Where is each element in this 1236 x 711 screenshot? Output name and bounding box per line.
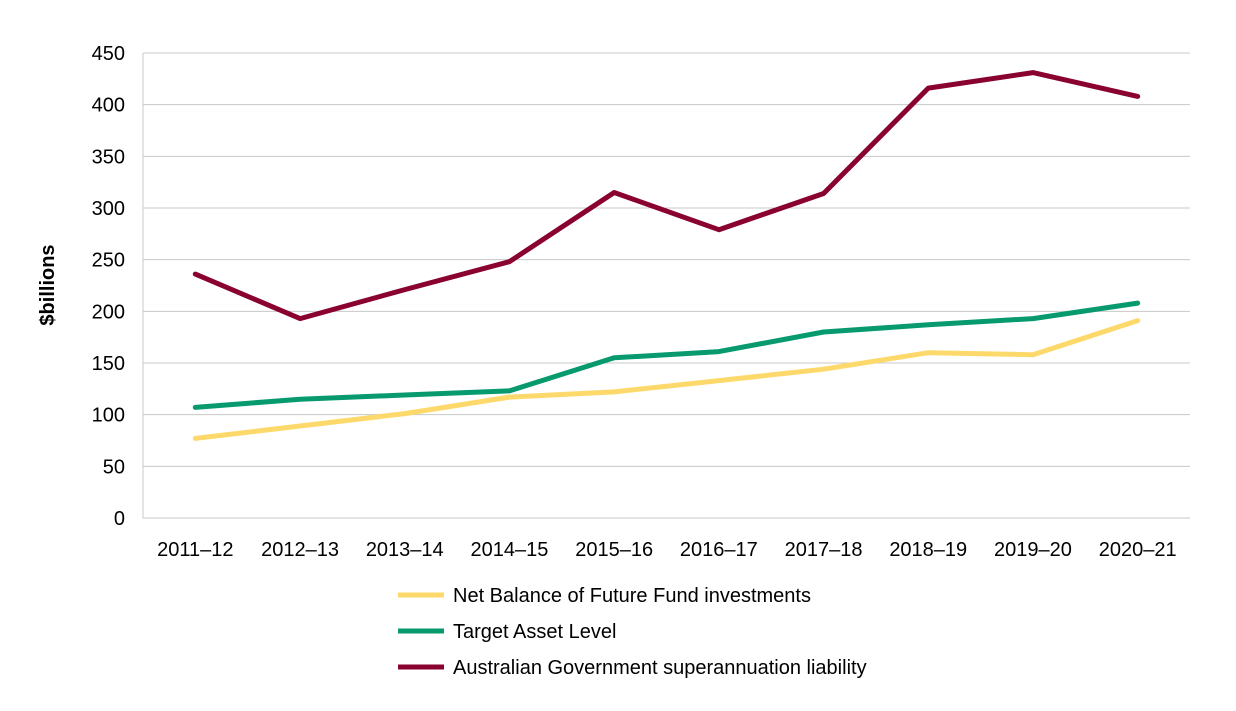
series-line-3 bbox=[192, 70, 1141, 322]
legend-label: Australian Government superannuation lia… bbox=[453, 657, 867, 679]
y-tick-label: 400 bbox=[92, 95, 125, 117]
y-tick-label: 300 bbox=[92, 198, 125, 220]
series-line-1 bbox=[192, 318, 1141, 441]
y-tick-label: 100 bbox=[92, 405, 125, 427]
x-tick-label: 2014–15 bbox=[471, 539, 549, 561]
x-tick-label: 2020–21 bbox=[1099, 539, 1177, 561]
y-axis-ticks: 0 50 100 150 200 250 300 350 400 450 bbox=[92, 43, 125, 530]
y-axis-label: $billions bbox=[37, 244, 59, 325]
y-tick-label: 0 bbox=[114, 508, 125, 530]
x-tick-label: 2016–17 bbox=[680, 539, 758, 561]
x-tick-label: 2013–14 bbox=[366, 539, 444, 561]
x-tick-label: 2019–20 bbox=[994, 539, 1072, 561]
x-tick-label: 2017–18 bbox=[785, 539, 863, 561]
legend-label: Net Balance of Future Fund investments bbox=[453, 585, 811, 607]
y-tick-label: 150 bbox=[92, 353, 125, 375]
y-tick-label: 250 bbox=[92, 250, 125, 272]
x-tick-label: 2018–19 bbox=[889, 539, 967, 561]
legend-label: Target Asset Level bbox=[453, 621, 616, 643]
legend: Net Balance of Future Fund investments Ta… bbox=[398, 585, 867, 679]
x-tick-label: 2012–13 bbox=[261, 539, 339, 561]
series-line-2 bbox=[192, 300, 1141, 410]
series-lines bbox=[192, 70, 1141, 441]
y-tick-label: 350 bbox=[92, 146, 125, 168]
legend-item: Net Balance of Future Fund investments bbox=[398, 585, 811, 607]
gridlines bbox=[142, 52, 1190, 519]
x-tick-label: 2015–16 bbox=[575, 539, 653, 561]
x-tick-label: 2011–12 bbox=[157, 539, 233, 561]
y-tick-label: 450 bbox=[92, 43, 125, 65]
x-axis-ticks: 2011–12 2012–13 2013–14 2014–15 2015–16 2016–… bbox=[157, 539, 1176, 561]
legend-item: Target Asset Level bbox=[398, 621, 616, 643]
y-tick-label: 200 bbox=[92, 301, 125, 323]
y-tick-label: 50 bbox=[103, 456, 125, 478]
legend-item: Australian Government superannuation lia… bbox=[398, 657, 867, 679]
